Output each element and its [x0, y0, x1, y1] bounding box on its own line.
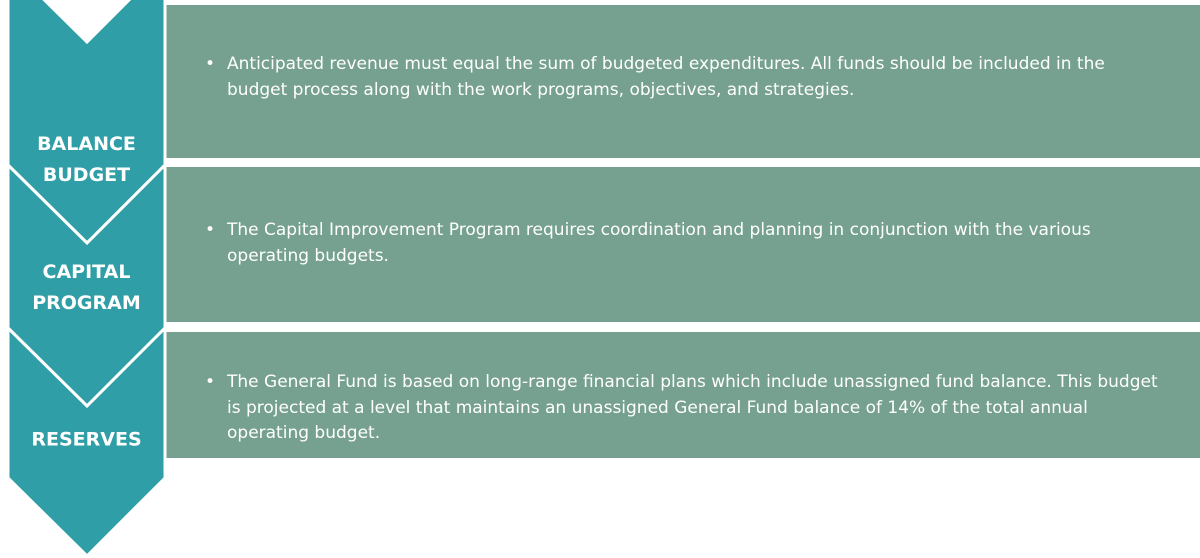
content-box [165, 332, 1200, 458]
bullet: • [205, 54, 216, 74]
content-box [165, 5, 1200, 158]
chevron [6, 324, 167, 558]
bullet: • [205, 220, 216, 240]
step-label: CAPITAL PROGRAM [32, 261, 141, 314]
content-box [165, 167, 1200, 322]
bullet-text: The Capital Improvement Program requires… [227, 220, 1091, 266]
bullet-item: • The Capital Improvement Program require… [205, 218, 1165, 269]
bullet-item: • The General Fund is based on long-range… [205, 370, 1165, 447]
step-label: BALANCE BUDGET [37, 133, 136, 186]
bullet: • [205, 372, 216, 392]
bullet-item: • Anticipated revenue must equal the sum … [205, 52, 1165, 103]
bullet-text: The General Fund is based on long-range … [227, 372, 1158, 443]
step-label: RESERVES [31, 428, 142, 451]
bullet-text: Anticipated revenue must equal the sum o… [227, 54, 1105, 100]
